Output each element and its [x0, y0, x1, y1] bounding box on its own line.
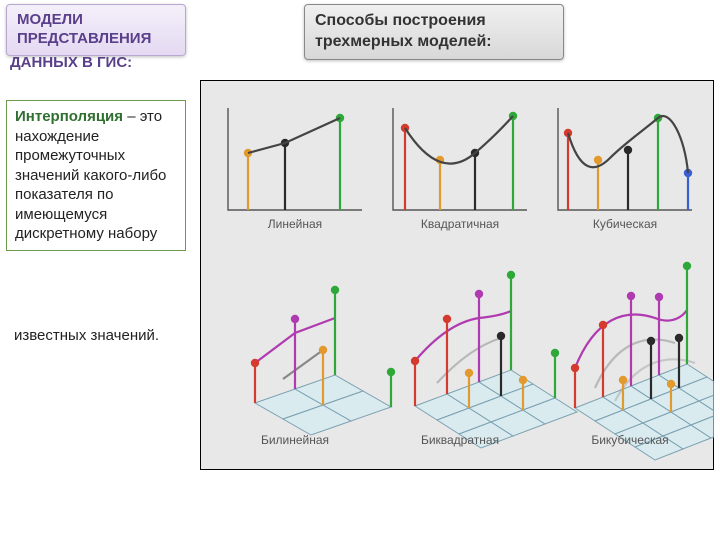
- definition-box: Интерполяция – это нахождение промежуточ…: [6, 100, 186, 251]
- svg-text:Кубическая: Кубическая: [593, 217, 657, 231]
- title-right-box: Способы построения трехмерных моделей:: [304, 4, 564, 60]
- title-line1: Модели: [17, 11, 83, 28]
- title-right-line1: Способы построения: [315, 12, 486, 29]
- title-sub: данных в ГИС:: [6, 52, 136, 73]
- svg-text:Квадратичная: Квадратичная: [421, 217, 499, 231]
- svg-text:Биквадратная: Биквадратная: [421, 433, 499, 447]
- definition-term: Интерполяция: [15, 108, 123, 125]
- title-right-line2: трехмерных моделей:: [315, 33, 492, 50]
- definition-tail: известных значений.: [6, 322, 186, 350]
- svg-text:Бикубическая: Бикубическая: [591, 433, 668, 447]
- title-main-box: Модели представления: [6, 4, 186, 56]
- svg-text:Линейная: Линейная: [268, 217, 322, 231]
- interpolation-diagram: Линейная Квадратичная Кубическая Билинейная…: [200, 80, 714, 470]
- definition-body: – это нахождение промежуточных значений …: [15, 108, 166, 242]
- title-line2: представления: [17, 30, 151, 47]
- svg-text:Билинейная: Билинейная: [261, 433, 329, 447]
